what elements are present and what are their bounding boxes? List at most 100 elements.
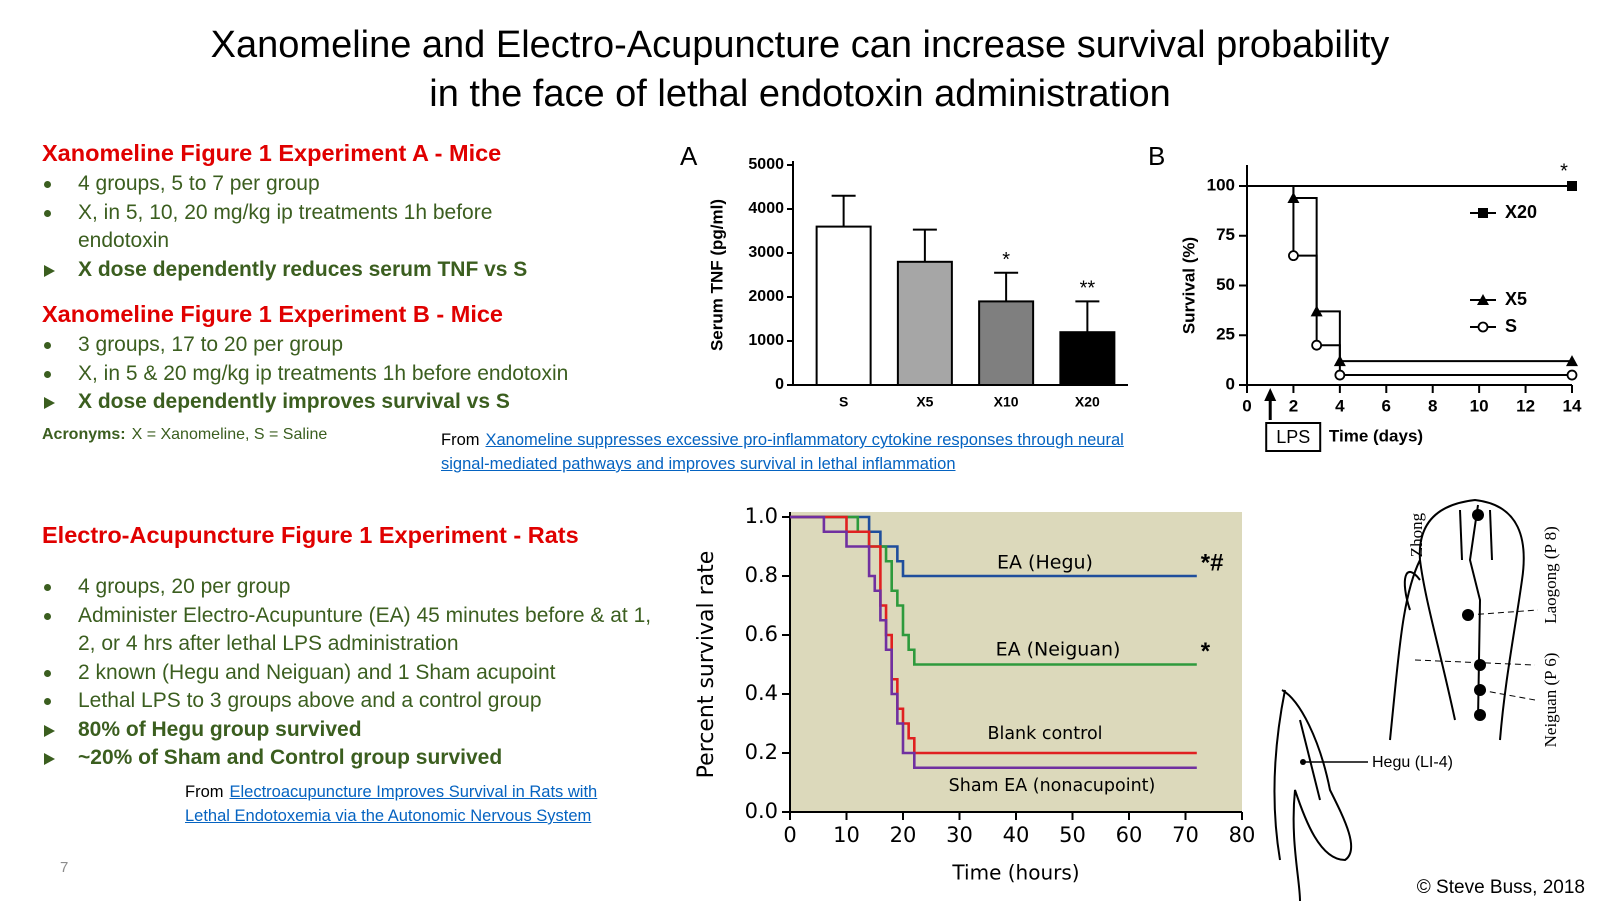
annotation-box — [1265, 422, 1322, 452]
hand-illustration — [1273, 498, 1525, 901]
x-tick-label: X5 — [916, 394, 933, 410]
title-line: Xanomeline and Electro-Acupuncture can i… — [211, 24, 1390, 66]
section-heading: Xanomeline Figure 1 Experiment B - Mice — [42, 301, 503, 327]
arrow-bullet — [44, 397, 55, 409]
significance-label: * — [1201, 638, 1211, 665]
series-label: Blank control — [987, 724, 1102, 744]
conclusion-text: ~20% of Sham and Control group survived — [78, 746, 503, 769]
chart-a: A 0 1000 2000 3000 4000 5000 Serum TNF (pg/ml) S… — [680, 141, 1128, 410]
arrow-bullet — [44, 264, 55, 277]
y-tick-label: 25 — [1216, 325, 1235, 344]
x-tick-label: 0 — [783, 823, 796, 847]
illustration-label: Zhong — [1407, 512, 1426, 557]
panel-label: B — [1148, 141, 1165, 171]
x-tick-label: 70 — [1172, 823, 1199, 847]
x-tick-label: 50 — [1059, 823, 1086, 847]
y-tick-label: 2000 — [748, 288, 784, 305]
x-axis-label: Time (days) — [1329, 426, 1423, 445]
page-number: 7 — [60, 859, 68, 876]
significance-label: ** — [1080, 278, 1096, 300]
bullet-item: 4 groups, 20 per group — [42, 573, 662, 602]
y-axis-label: Percent survival rate — [694, 551, 719, 779]
y-tick-label: 0.0 — [745, 799, 778, 823]
y-tick-label: 50 — [1216, 275, 1235, 294]
conclusion-item: X dose dependently improves survival vs … — [42, 388, 682, 417]
source-prefix: From — [441, 431, 480, 449]
y-tick-label: 5000 — [748, 156, 784, 173]
bullet-text: 3 groups, 17 to 20 per group — [78, 333, 344, 356]
bullet-dot — [44, 342, 51, 349]
y-tick-label: 3000 — [748, 244, 784, 261]
y-tick-label: 0.2 — [745, 740, 778, 764]
x-tick-label: 14 — [1563, 396, 1582, 415]
x-tick-label: 80 — [1229, 823, 1256, 847]
bullet-item: 3 groups, 17 to 20 per group — [42, 331, 682, 360]
significance-label: *# — [1201, 549, 1224, 576]
x-tick-label: 10 — [833, 823, 860, 847]
copyright: © Steve Buss, 2018 — [1417, 877, 1585, 898]
bullet-dot — [44, 181, 51, 188]
y-tick-label: 1000 — [748, 332, 784, 349]
y-tick-label: 0.8 — [745, 563, 778, 587]
leader-lines — [1414, 609, 1539, 701]
bar — [978, 300, 1035, 386]
section-heading: Xanomeline Figure 1 Experiment A - Mice — [42, 140, 502, 166]
y-tick-label: 0 — [1226, 374, 1235, 393]
y-tick-label: 75 — [1216, 225, 1235, 244]
section-heading: Electro-Acupuncture Figure 1 Experiment … — [42, 522, 579, 548]
y-tick-label: 0.6 — [745, 622, 778, 646]
y-tick-label: 1.0 — [745, 504, 778, 528]
legend-label: S — [1505, 316, 1517, 336]
conclusion-item: 80% of Hegu group survived — [42, 716, 662, 745]
x-tick-label: 30 — [946, 823, 973, 847]
plot-background — [790, 512, 1242, 812]
bullet-list: 4 groups, 5 to 7 per group X, in 5, 10, 2… — [42, 170, 582, 284]
series-label: Sham EA (nonacupoint) — [949, 776, 1156, 796]
significance-label: * — [1560, 160, 1568, 182]
bullet-text: 2 known (Hegu and Neiguan) and 1 Sham ac… — [78, 660, 556, 684]
y-tick-label: 100 — [1207, 175, 1235, 194]
acronyms-text: X = Xanomeline, S = Saline — [131, 426, 328, 443]
source-citation: From Xanomeline suppresses excessive pro-… — [441, 428, 1161, 476]
step-chart: B 0 25 50 75 100 0 2 4 6 8 10 12 14 Survival (%) Time (… — [1148, 141, 1582, 452]
x-tick-label: 6 — [1382, 396, 1391, 415]
illustration-label: Hegu (LI-4) — [1372, 754, 1453, 771]
bullet-text: X, in 5, 10, 20 mg/kg ip treatments 1h b… — [78, 200, 493, 253]
bullet-dot — [44, 370, 51, 378]
x-tick-label: 4 — [1335, 396, 1345, 415]
bullet-item: X, in 5, 10, 20 mg/kg ip treatments 1h b… — [42, 199, 582, 256]
source-citation: From Electroacupuncture Improves Survival… — [185, 780, 625, 828]
x-tick-label: 0 — [1242, 396, 1251, 415]
x-tick-label: 60 — [1116, 823, 1143, 847]
bullet-text: X, in 5 & 20 mg/kg ip treatments 1h befo… — [78, 361, 569, 385]
acronyms-label: Acronyms: — [42, 426, 126, 443]
source-prefix: From — [185, 783, 224, 801]
bar — [815, 225, 872, 386]
illustration-label: Laogong (P 8) — [1541, 526, 1560, 624]
bullet-text: Lethal LPS to 3 groups above and a contr… — [78, 689, 542, 712]
y-tick-label: 0.4 — [745, 681, 778, 705]
x-tick-label: 40 — [1003, 823, 1030, 847]
conclusion-item: X dose dependently reduces serum TNF vs … — [42, 256, 582, 285]
series-label: EA (Hegu) — [997, 552, 1093, 574]
step-chart: 0.0 0.2 0.4 0.6 0.8 1.0 0 10 20 30 40 50 60 70 80 Perce… — [694, 504, 1255, 885]
source-link[interactable]: Electroacupuncture Improves Survival in … — [185, 783, 598, 825]
bullet-text: 4 groups, 5 to 7 per group — [78, 172, 320, 195]
marker — [1288, 250, 1299, 262]
acupoint-dots — [1300, 509, 1486, 765]
bullet-item: X, in 5 & 20 mg/kg ip treatments 1h befo… — [42, 360, 682, 389]
marker — [1311, 339, 1323, 351]
bullet-item: 2 known (Hegu and Neiguan) and 1 Sham ac… — [42, 659, 662, 688]
marker — [1566, 369, 1578, 381]
survival-line — [790, 515, 1197, 578]
legend-label: X20 — [1505, 202, 1537, 222]
bullet-dot — [44, 669, 51, 677]
y-axis-label: Survival (%) — [1179, 237, 1198, 334]
title-line: in the face of lethal endotoxin administ… — [429, 73, 1170, 115]
bar — [1059, 331, 1116, 387]
bullet-list: 3 groups, 17 to 20 per group X, in 5 & 20… — [42, 331, 682, 417]
x-tick-label: 12 — [1516, 396, 1535, 415]
source-link[interactable]: Xanomeline suppresses excessive pro-infl… — [441, 431, 1124, 473]
conclusion-text: X dose dependently reduces serum TNF vs … — [78, 257, 528, 281]
